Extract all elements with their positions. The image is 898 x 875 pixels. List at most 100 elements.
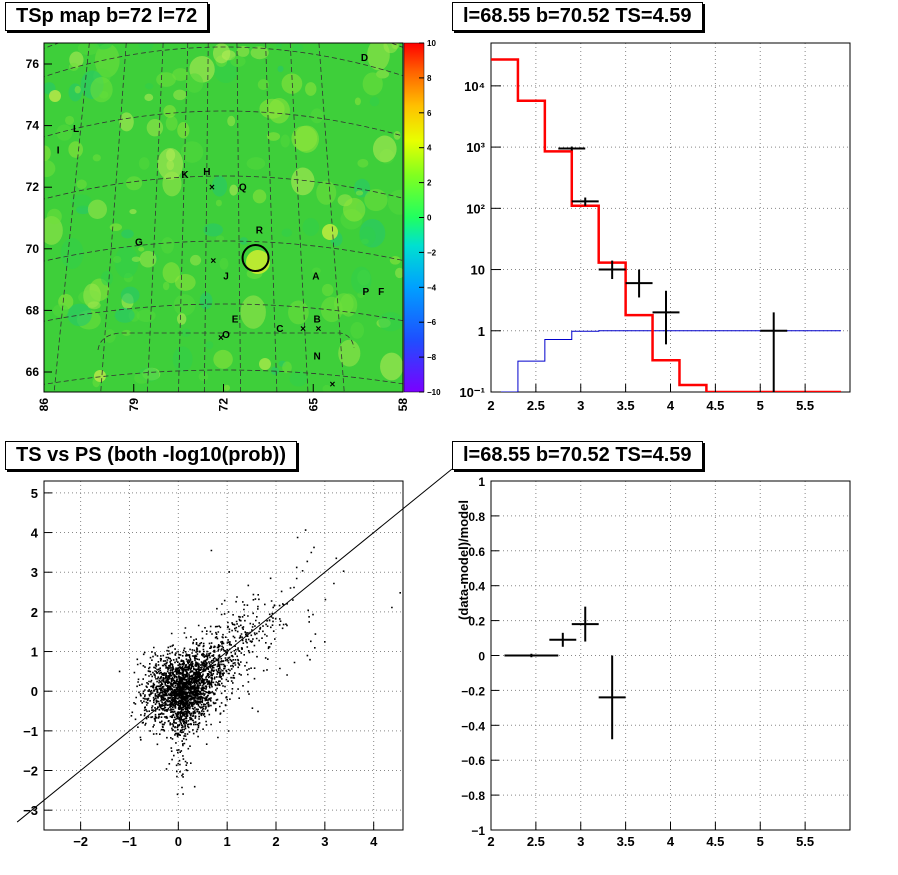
colorbar-tick-label: 10	[427, 39, 436, 48]
map-texture	[389, 255, 401, 265]
map-texture	[65, 115, 75, 125]
map-texture	[372, 135, 397, 163]
map-texture	[215, 199, 222, 207]
colorbar-tick-label: −4	[427, 283, 437, 292]
map-texture	[56, 124, 73, 141]
y-tick-label: 0.8	[468, 510, 485, 524]
x-tick-label: 86	[37, 398, 51, 412]
map-texture	[172, 346, 193, 373]
map-texture	[68, 62, 79, 71]
map-texture	[229, 184, 238, 196]
y-tick-label: 0	[478, 650, 485, 664]
map-texture	[146, 119, 164, 137]
x-tick-label: 5	[757, 398, 764, 413]
map-texture	[162, 171, 182, 197]
x-tick-label: 4	[667, 398, 675, 413]
map-texture	[357, 158, 369, 168]
map-texture	[138, 246, 145, 252]
plot-frame	[43, 480, 404, 831]
map-texture	[310, 108, 324, 124]
map-texture	[162, 262, 181, 284]
map-texture	[292, 43, 304, 52]
map-texture	[139, 250, 157, 268]
map-texture	[173, 89, 187, 101]
map-texture	[120, 286, 140, 304]
map-texture	[176, 313, 187, 325]
map-texture	[212, 43, 231, 64]
y-tick-label: 70	[26, 242, 40, 256]
x-tick-label: 1	[224, 834, 231, 849]
x-tick-label: 4	[370, 834, 378, 849]
source-label: G	[135, 238, 143, 249]
y-tick-label: 5	[31, 486, 38, 501]
map-texture	[266, 132, 281, 141]
residual-title: l=68.55 b=70.52 TS=4.59	[452, 441, 703, 470]
map-texture	[280, 134, 290, 148]
y-tick-label: 10²	[466, 201, 485, 216]
y-tick-label: 0.6	[468, 545, 485, 559]
x-tick-label: 2.5	[527, 834, 545, 849]
map-texture	[74, 85, 81, 94]
y-tick-label: 68	[26, 303, 40, 317]
source-label: A	[312, 272, 319, 283]
residual-plot: 2 2.5 3 3.5 4 4.5 5 5.5 1 0.8 0.6 0.4 0.2 0 −0.2 −0.4 −0…	[456, 475, 851, 849]
map-texture	[364, 188, 388, 212]
map-texture	[369, 96, 380, 107]
x-tick-label: 4.5	[706, 834, 724, 849]
y-tick-label: −1	[471, 824, 485, 838]
map-texture	[342, 197, 366, 222]
y-tick-label: −2	[23, 764, 38, 779]
map-texture	[257, 79, 269, 90]
map-texture	[359, 226, 376, 247]
map-texture	[316, 180, 337, 205]
x-tick-label: 3	[577, 398, 584, 413]
source-label: R	[256, 225, 264, 236]
map-texture	[395, 267, 403, 279]
x-tick-label: 3	[577, 834, 584, 849]
source-label: O	[222, 330, 230, 341]
map-texture	[378, 312, 403, 332]
map-texture	[383, 43, 398, 54]
map-texture	[305, 82, 317, 96]
map-texture	[289, 370, 308, 387]
source-label: C	[276, 324, 283, 335]
map-grid-lon	[236, 43, 242, 392]
y-axis-label: (data-model)/model	[456, 500, 471, 620]
x-tick-label: 5.5	[796, 398, 814, 413]
source-label: B	[313, 315, 320, 326]
map-grid-lon	[289, 43, 309, 392]
map-texture	[350, 322, 365, 339]
tsmap-title: TSp map b=72 l=72	[5, 2, 209, 31]
map-grid-lon	[203, 43, 209, 392]
map-texture	[46, 208, 62, 225]
y-tick-label: 10³	[466, 140, 485, 155]
x-tick-label: 3.5	[617, 398, 635, 413]
scatter-title: TS vs PS (both -log10(prob))	[5, 441, 297, 470]
y-tick-label: −0.6	[461, 754, 485, 768]
x-tick-label: 2	[487, 834, 494, 849]
colorbar-tick-label: −10	[427, 388, 441, 397]
x-tick-label: 72	[217, 398, 231, 412]
map-texture	[44, 216, 63, 245]
map-grid-box	[97, 332, 355, 351]
y-tick-label: 0	[31, 684, 38, 699]
map-grid-lat	[44, 240, 403, 262]
map-texture	[162, 281, 170, 291]
y-tick-label: −0.2	[461, 684, 485, 698]
y-tick-label: −3	[23, 803, 38, 818]
map-texture	[275, 43, 283, 49]
map-texture	[76, 179, 87, 190]
map-grid-lat	[44, 110, 403, 138]
map-texture	[367, 43, 390, 71]
x-tick-label: 2.5	[527, 398, 545, 413]
map-texture	[259, 98, 285, 119]
y-tick-label: −1	[23, 724, 38, 739]
map-texture	[338, 339, 361, 367]
map-texture	[355, 190, 364, 196]
source-label: F	[378, 287, 384, 298]
map-grid-lon	[265, 43, 278, 392]
source-cross: ×	[218, 333, 224, 344]
map-texture	[322, 384, 331, 392]
y-tick-label: 72	[26, 180, 40, 194]
